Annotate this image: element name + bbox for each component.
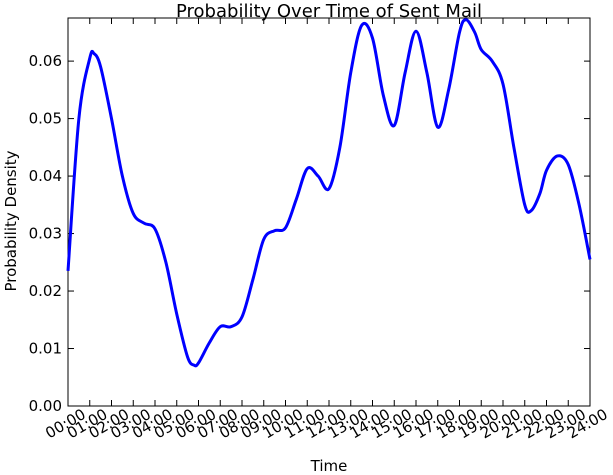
y-tick-label: 0.00 bbox=[29, 397, 62, 415]
chart-title: Probability Over Time of Sent Mail bbox=[176, 1, 482, 22]
y-tick-label: 0.03 bbox=[29, 225, 62, 243]
y-tick-label: 0.04 bbox=[29, 167, 62, 185]
y-axis-label: Probability Density bbox=[2, 150, 20, 291]
data-line bbox=[66, 18, 592, 368]
plot-frame bbox=[67, 17, 591, 407]
y-tick-label: 0.02 bbox=[29, 282, 62, 300]
y-tick-label: 0.06 bbox=[29, 52, 62, 70]
y-tick-label: 0.01 bbox=[29, 340, 62, 358]
x-axis-label: Time bbox=[310, 457, 348, 475]
y-tick-label: 0.05 bbox=[29, 110, 62, 128]
